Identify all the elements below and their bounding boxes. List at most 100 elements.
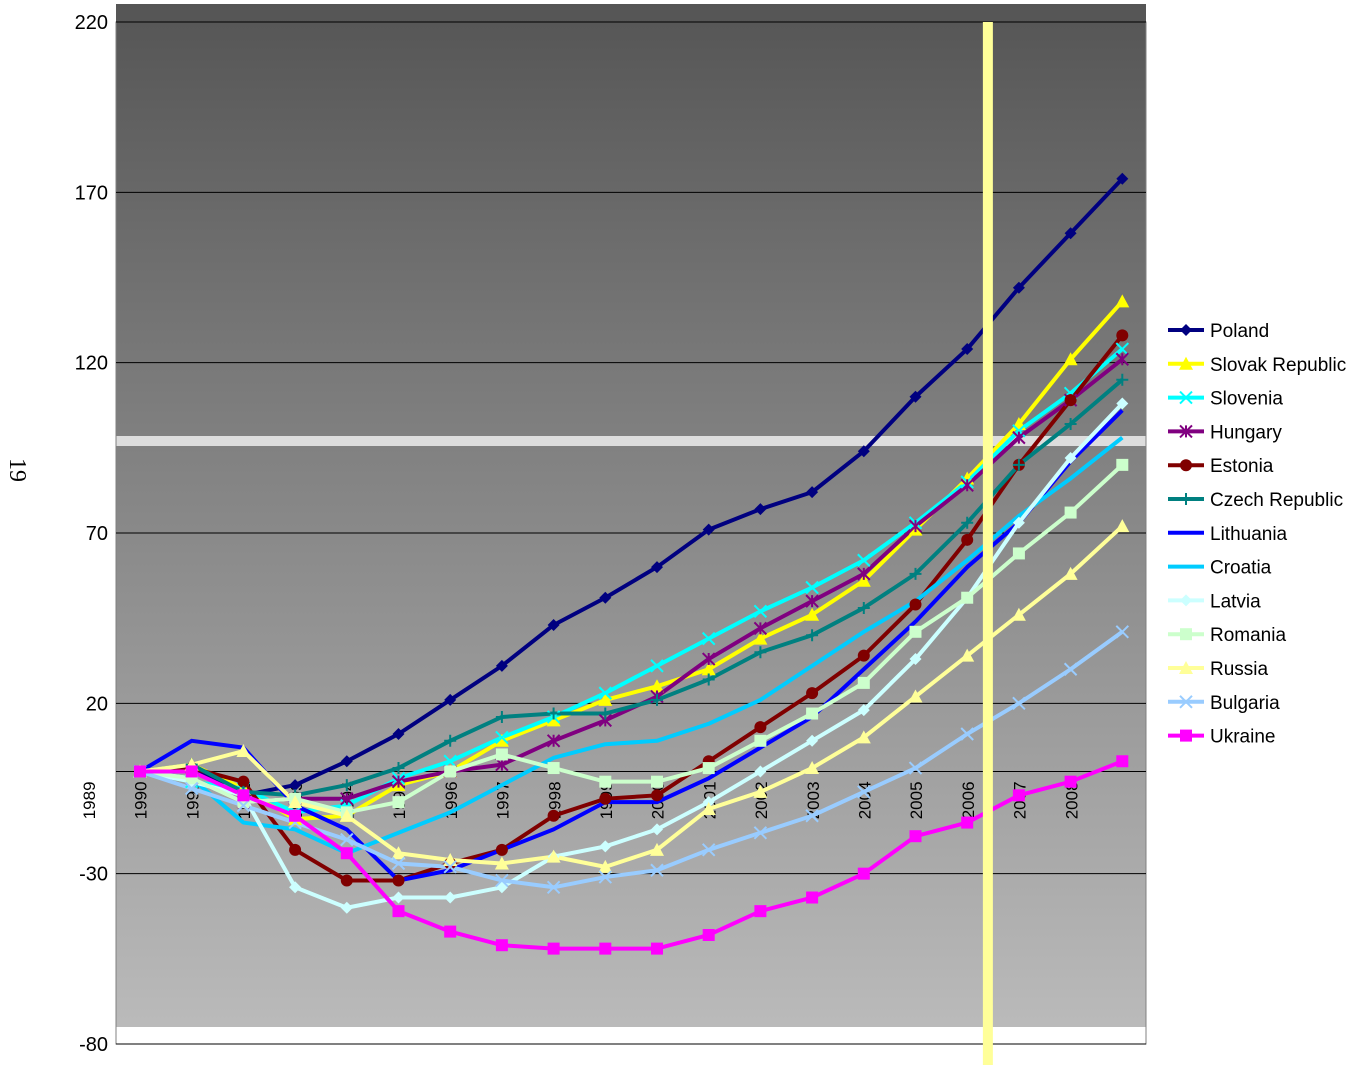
data-point (1064, 417, 1077, 430)
data-point (961, 816, 974, 829)
data-point (599, 775, 612, 788)
data-point (805, 607, 820, 621)
series-line (139, 436, 1124, 856)
x-tick-label: 2006 (959, 781, 978, 819)
legend-label: Slovak Republic (1210, 355, 1346, 376)
data-point (857, 445, 870, 458)
data-point (1012, 696, 1026, 711)
series-line (139, 630, 1124, 890)
data-point (806, 707, 819, 720)
data-point (1063, 662, 1078, 676)
data-point (701, 631, 716, 646)
data-point (960, 478, 974, 493)
legend-label: Latvia (1210, 591, 1261, 612)
y-tick-label: 70 (86, 523, 108, 545)
plot-area-bottom-strip (116, 1027, 1146, 1044)
data-point (1116, 329, 1129, 342)
data-point (443, 754, 457, 768)
data-point (909, 830, 922, 843)
data-point (651, 823, 663, 836)
data-point (599, 591, 612, 604)
legend-label: Estonia (1210, 456, 1274, 477)
y-tick-label: -30 (79, 864, 108, 886)
data-point (289, 843, 302, 856)
data-point (651, 775, 663, 788)
data-point (1012, 789, 1025, 802)
data-point (701, 662, 716, 676)
data-point (599, 942, 612, 955)
data-point (1179, 695, 1193, 709)
data-point (1012, 516, 1025, 529)
data-point (1116, 397, 1129, 410)
legend-label: Lithuania (1210, 524, 1288, 545)
data-point (650, 659, 664, 673)
data-point (599, 840, 612, 853)
data-point (495, 843, 508, 856)
data-point (753, 604, 768, 619)
data-point (236, 798, 251, 813)
data-point (856, 730, 871, 744)
legend-label: Bulgaria (1210, 693, 1280, 714)
legend-label: Poland (1210, 321, 1269, 342)
data-point (805, 580, 819, 595)
data-point (909, 653, 922, 666)
data-point (754, 503, 767, 516)
data-point (702, 523, 715, 536)
data-point (1116, 172, 1129, 185)
series-line (139, 402, 1124, 910)
data-point (1012, 430, 1026, 445)
series-markers (133, 172, 1130, 955)
y-tick-label: 220 (75, 12, 108, 34)
data-point (753, 621, 768, 636)
data-point (546, 713, 561, 727)
x-tick-label: 2005 (907, 781, 926, 819)
gridlines (116, 21, 1146, 1045)
data-point (339, 808, 354, 822)
data-point (651, 789, 663, 802)
data-point (444, 891, 457, 904)
data-point (598, 686, 613, 700)
data-point (702, 762, 715, 775)
data-point (495, 730, 509, 745)
data-point (134, 765, 146, 778)
data-point (806, 687, 819, 700)
data-point (909, 625, 922, 638)
data-point (444, 734, 457, 747)
series-lines (138, 177, 1124, 951)
data-point (754, 905, 767, 918)
y-axis-tick-labels: 220 170 120 70 20 -30 -80 (75, 12, 108, 1056)
data-point (444, 765, 457, 778)
data-point (961, 516, 974, 529)
series-line (140, 759, 1124, 951)
data-point (805, 809, 819, 823)
data-point (650, 842, 664, 856)
data-point (546, 880, 561, 895)
series-line (139, 463, 1124, 815)
data-point (1180, 729, 1192, 742)
data-point (1179, 390, 1193, 405)
data-point (237, 775, 250, 788)
data-point (340, 755, 353, 768)
y-tick-label: 170 (75, 182, 108, 204)
data-point (909, 390, 922, 403)
data-point (753, 826, 768, 840)
data-point (857, 601, 870, 614)
data-point (444, 693, 457, 706)
series-line (139, 334, 1124, 883)
series-line (139, 524, 1124, 869)
legend-label: Russia (1210, 659, 1269, 680)
data-point (391, 846, 406, 860)
y-tick-label: 120 (75, 353, 108, 375)
data-point (340, 901, 353, 914)
data-point (1180, 594, 1192, 607)
legend-label: Czech Republic (1210, 490, 1343, 511)
data-point (702, 673, 715, 686)
data-point (494, 856, 509, 870)
data-point (960, 648, 975, 662)
legend-label: Croatia (1210, 558, 1272, 579)
data-point (754, 734, 767, 747)
highlight-year-band (982, 22, 993, 1065)
data-point (1180, 459, 1192, 472)
x-tick-label: 1998 (545, 781, 564, 819)
